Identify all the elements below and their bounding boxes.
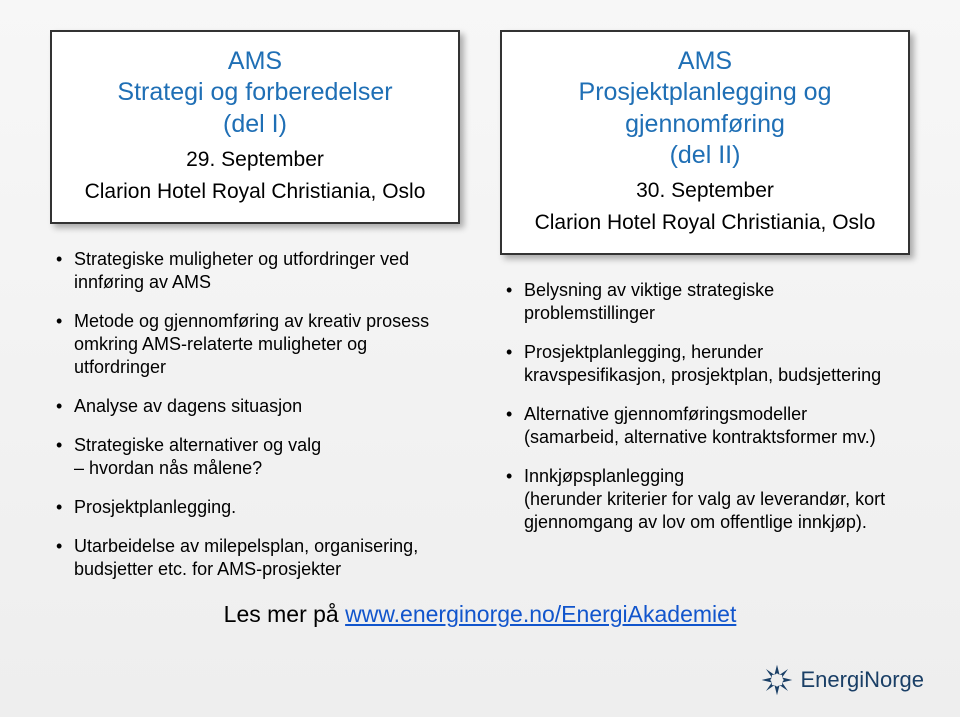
brand-text: EnergiNorge [800,667,924,693]
list-item: Strategiske alternativer og valg– hvorda… [56,434,454,480]
list-item: Strategiske muligheter og utfordringer v… [56,248,454,294]
list-item: Analyse av dagens situasjon [56,395,454,418]
list-item: Innkjøpsplanlegging(herunder kriterier f… [506,465,904,534]
left-title-line1: AMS [228,47,282,75]
list-item: Belysning av viktige strategiske problem… [506,279,904,325]
list-item: Alternative gjennomføringsmodeller(samar… [506,403,904,449]
footer-link[interactable]: www.energinorge.no/EnergiAkademiet [345,601,736,627]
right-card-title: AMS Prosjektplanlegging og gjennomføring… [522,46,888,171]
right-card-date: 30. September [522,179,888,203]
right-bullets: Belysning av viktige strategiske problem… [500,279,910,550]
left-card-title: AMS Strategi og forberedelser (del I) [72,46,438,140]
right-title-line3: (del II) [670,141,741,169]
left-card-date: 29. September [72,148,438,172]
left-card-venue: Clarion Hotel Royal Christiania, Oslo [72,180,438,204]
list-item: Utarbeidelse av milepelsplan, organiseri… [56,535,454,581]
two-column-layout: AMS Strategi og forberedelser (del I) 29… [0,0,960,597]
left-title-line3: (del I) [223,110,287,138]
right-title-line2: Prosjektplanlegging og gjennomføring [579,78,832,137]
footer-prefix: Les mer på [224,601,345,627]
right-title-line1: AMS [678,47,732,75]
list-item: Prosjektplanlegging. [56,496,454,519]
left-card: AMS Strategi og forberedelser (del I) 29… [50,30,460,224]
brand-logo: EnergiNorge [760,663,924,697]
list-item: Metode og gjennomføring av kreativ prose… [56,310,454,379]
right-column: AMS Prosjektplanlegging og gjennomføring… [500,30,910,597]
spark-icon [760,663,794,697]
left-column: AMS Strategi og forberedelser (del I) 29… [50,30,460,597]
list-item: Prosjektplanlegging, herunder kravspesif… [506,341,904,387]
right-card-venue: Clarion Hotel Royal Christiania, Oslo [522,211,888,235]
left-bullets: Strategiske muligheter og utfordringer v… [50,248,460,597]
right-card: AMS Prosjektplanlegging og gjennomføring… [500,30,910,255]
left-title-line2: Strategi og forberedelser [117,78,392,106]
footer-link-row: Les mer på www.energinorge.no/EnergiAkad… [0,601,960,628]
